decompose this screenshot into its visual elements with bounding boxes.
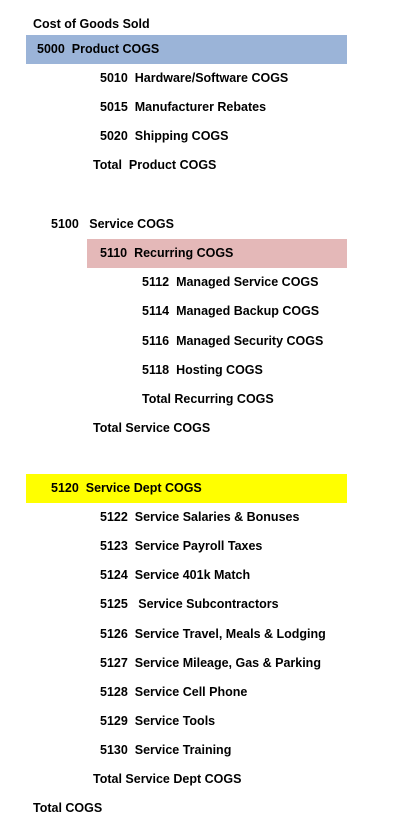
account-5015: 5015 Manufacturer Rebates (100, 100, 267, 114)
account-5128: 5128 Service Cell Phone (100, 685, 248, 699)
account-5129: 5129 Service Tools (100, 714, 216, 728)
total-product-cogs: Total Product COGS (93, 158, 217, 172)
total-service-cogs: Total Service COGS (93, 421, 211, 435)
account-5122: 5122 Service Salaries & Bonuses (100, 510, 300, 524)
service-dept-cogs-highlight (26, 474, 347, 503)
service-cogs-header: 5100 Service COGS (51, 217, 174, 231)
page-title: Cost of Goods Sold (33, 17, 150, 31)
product-cogs-header: 5000 Product COGS (37, 42, 160, 56)
recurring-cogs-header: 5110 Recurring COGS (100, 246, 234, 260)
account-5123: 5123 Service Payroll Taxes (100, 539, 263, 553)
account-5124: 5124 Service 401k Match (100, 568, 251, 582)
account-5118: 5118 Hosting COGS (142, 363, 263, 377)
account-5114: 5114 Managed Backup COGS (142, 304, 320, 318)
recurring-cogs-highlight (87, 239, 347, 268)
total-cogs: Total COGS (33, 801, 103, 815)
account-5116: 5116 Managed Security COGS (142, 334, 324, 348)
account-5125: 5125 Service Subcontractors (100, 597, 279, 611)
account-5010: 5010 Hardware/Software COGS (100, 71, 289, 85)
total-service-dept-cogs: Total Service Dept COGS (93, 772, 242, 786)
account-5126: 5126 Service Travel, Meals & Lodging (100, 627, 326, 641)
service-dept-cogs-header: 5120 Service Dept COGS (51, 481, 202, 495)
account-5130: 5130 Service Training (100, 743, 232, 757)
total-recurring-cogs: Total Recurring COGS (142, 392, 274, 406)
account-5020: 5020 Shipping COGS (100, 129, 229, 143)
product-cogs-highlight (26, 35, 347, 64)
account-5112: 5112 Managed Service COGS (142, 275, 319, 289)
account-5127: 5127 Service Mileage, Gas & Parking (100, 656, 321, 670)
